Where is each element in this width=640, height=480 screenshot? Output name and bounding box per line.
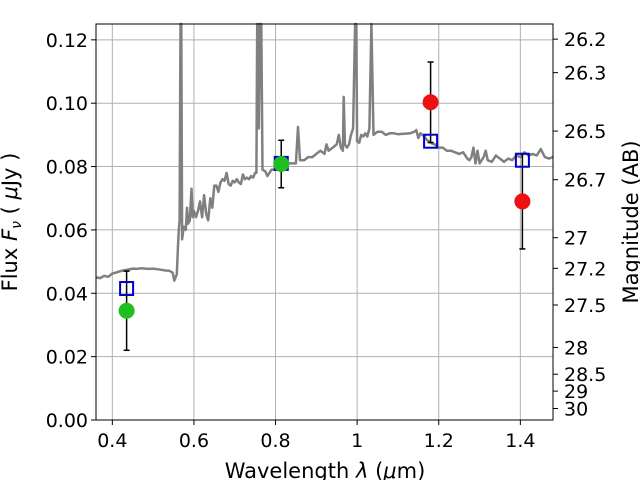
y-tick-label: 0.12 (46, 30, 88, 52)
right-tick-label: 26.3 (564, 63, 606, 85)
x-tick-label: 1.2 (424, 430, 454, 452)
plot-frame (95, 23, 554, 421)
x-tick-label: 0.8 (260, 430, 290, 452)
marker-group (118, 94, 531, 319)
x-tick-label: 0.4 (97, 430, 127, 452)
right-tick-label: 28 (564, 337, 588, 359)
right-tick-label: 26.5 (564, 121, 606, 143)
right-tick-label: 27.5 (564, 295, 606, 317)
model-spectrum-line (95, 22, 554, 282)
right-tick-label: 27.2 (564, 258, 606, 280)
y-tick-label: 0.02 (46, 347, 88, 369)
right-tick-label: 28.5 (564, 364, 606, 386)
observed-point-red (514, 193, 531, 210)
y-tick-label: 0.04 (46, 283, 88, 305)
right-tick-label: 26.2 (564, 29, 606, 51)
right-tick-label: 27 (564, 228, 588, 250)
y-tick-label: 0.00 (46, 410, 88, 432)
errorbar-group (123, 61, 526, 352)
model-photometry-square (514, 152, 530, 168)
observed-point-red (422, 94, 439, 111)
right-tick-label: 26.7 (564, 170, 606, 192)
model-photometry-square (423, 133, 439, 149)
observed-point-green (118, 302, 135, 319)
right-tick-label: 30 (564, 398, 588, 420)
grid (96, 24, 553, 421)
y-axis-left: 0.00 0.02 0.04 0.06 0.08 0.10 0.12 (46, 30, 96, 432)
x-tick-label: 0.6 (179, 430, 209, 452)
x-tick-label: 1 (351, 430, 363, 452)
y-tick-label: 0.10 (46, 93, 88, 115)
y-axis-right-title: Magnitude (AB) (619, 140, 640, 303)
x-tick-label: 1.4 (505, 430, 535, 452)
observed-point-green (273, 156, 290, 173)
spectrum-group (95, 22, 554, 282)
y-tick-label: 0.06 (46, 220, 88, 242)
x-axis-title: Wavelength λ (μm) (225, 459, 426, 480)
y-tick-label: 0.08 (46, 157, 88, 179)
model-photometry-square (119, 281, 135, 297)
right-tick-label: 29 (564, 381, 588, 403)
x-axis: 0.4 0.6 0.8 1 1.2 1.4 (97, 420, 535, 452)
y-axis-title: Flux Fν ( μJy ) (0, 153, 26, 292)
